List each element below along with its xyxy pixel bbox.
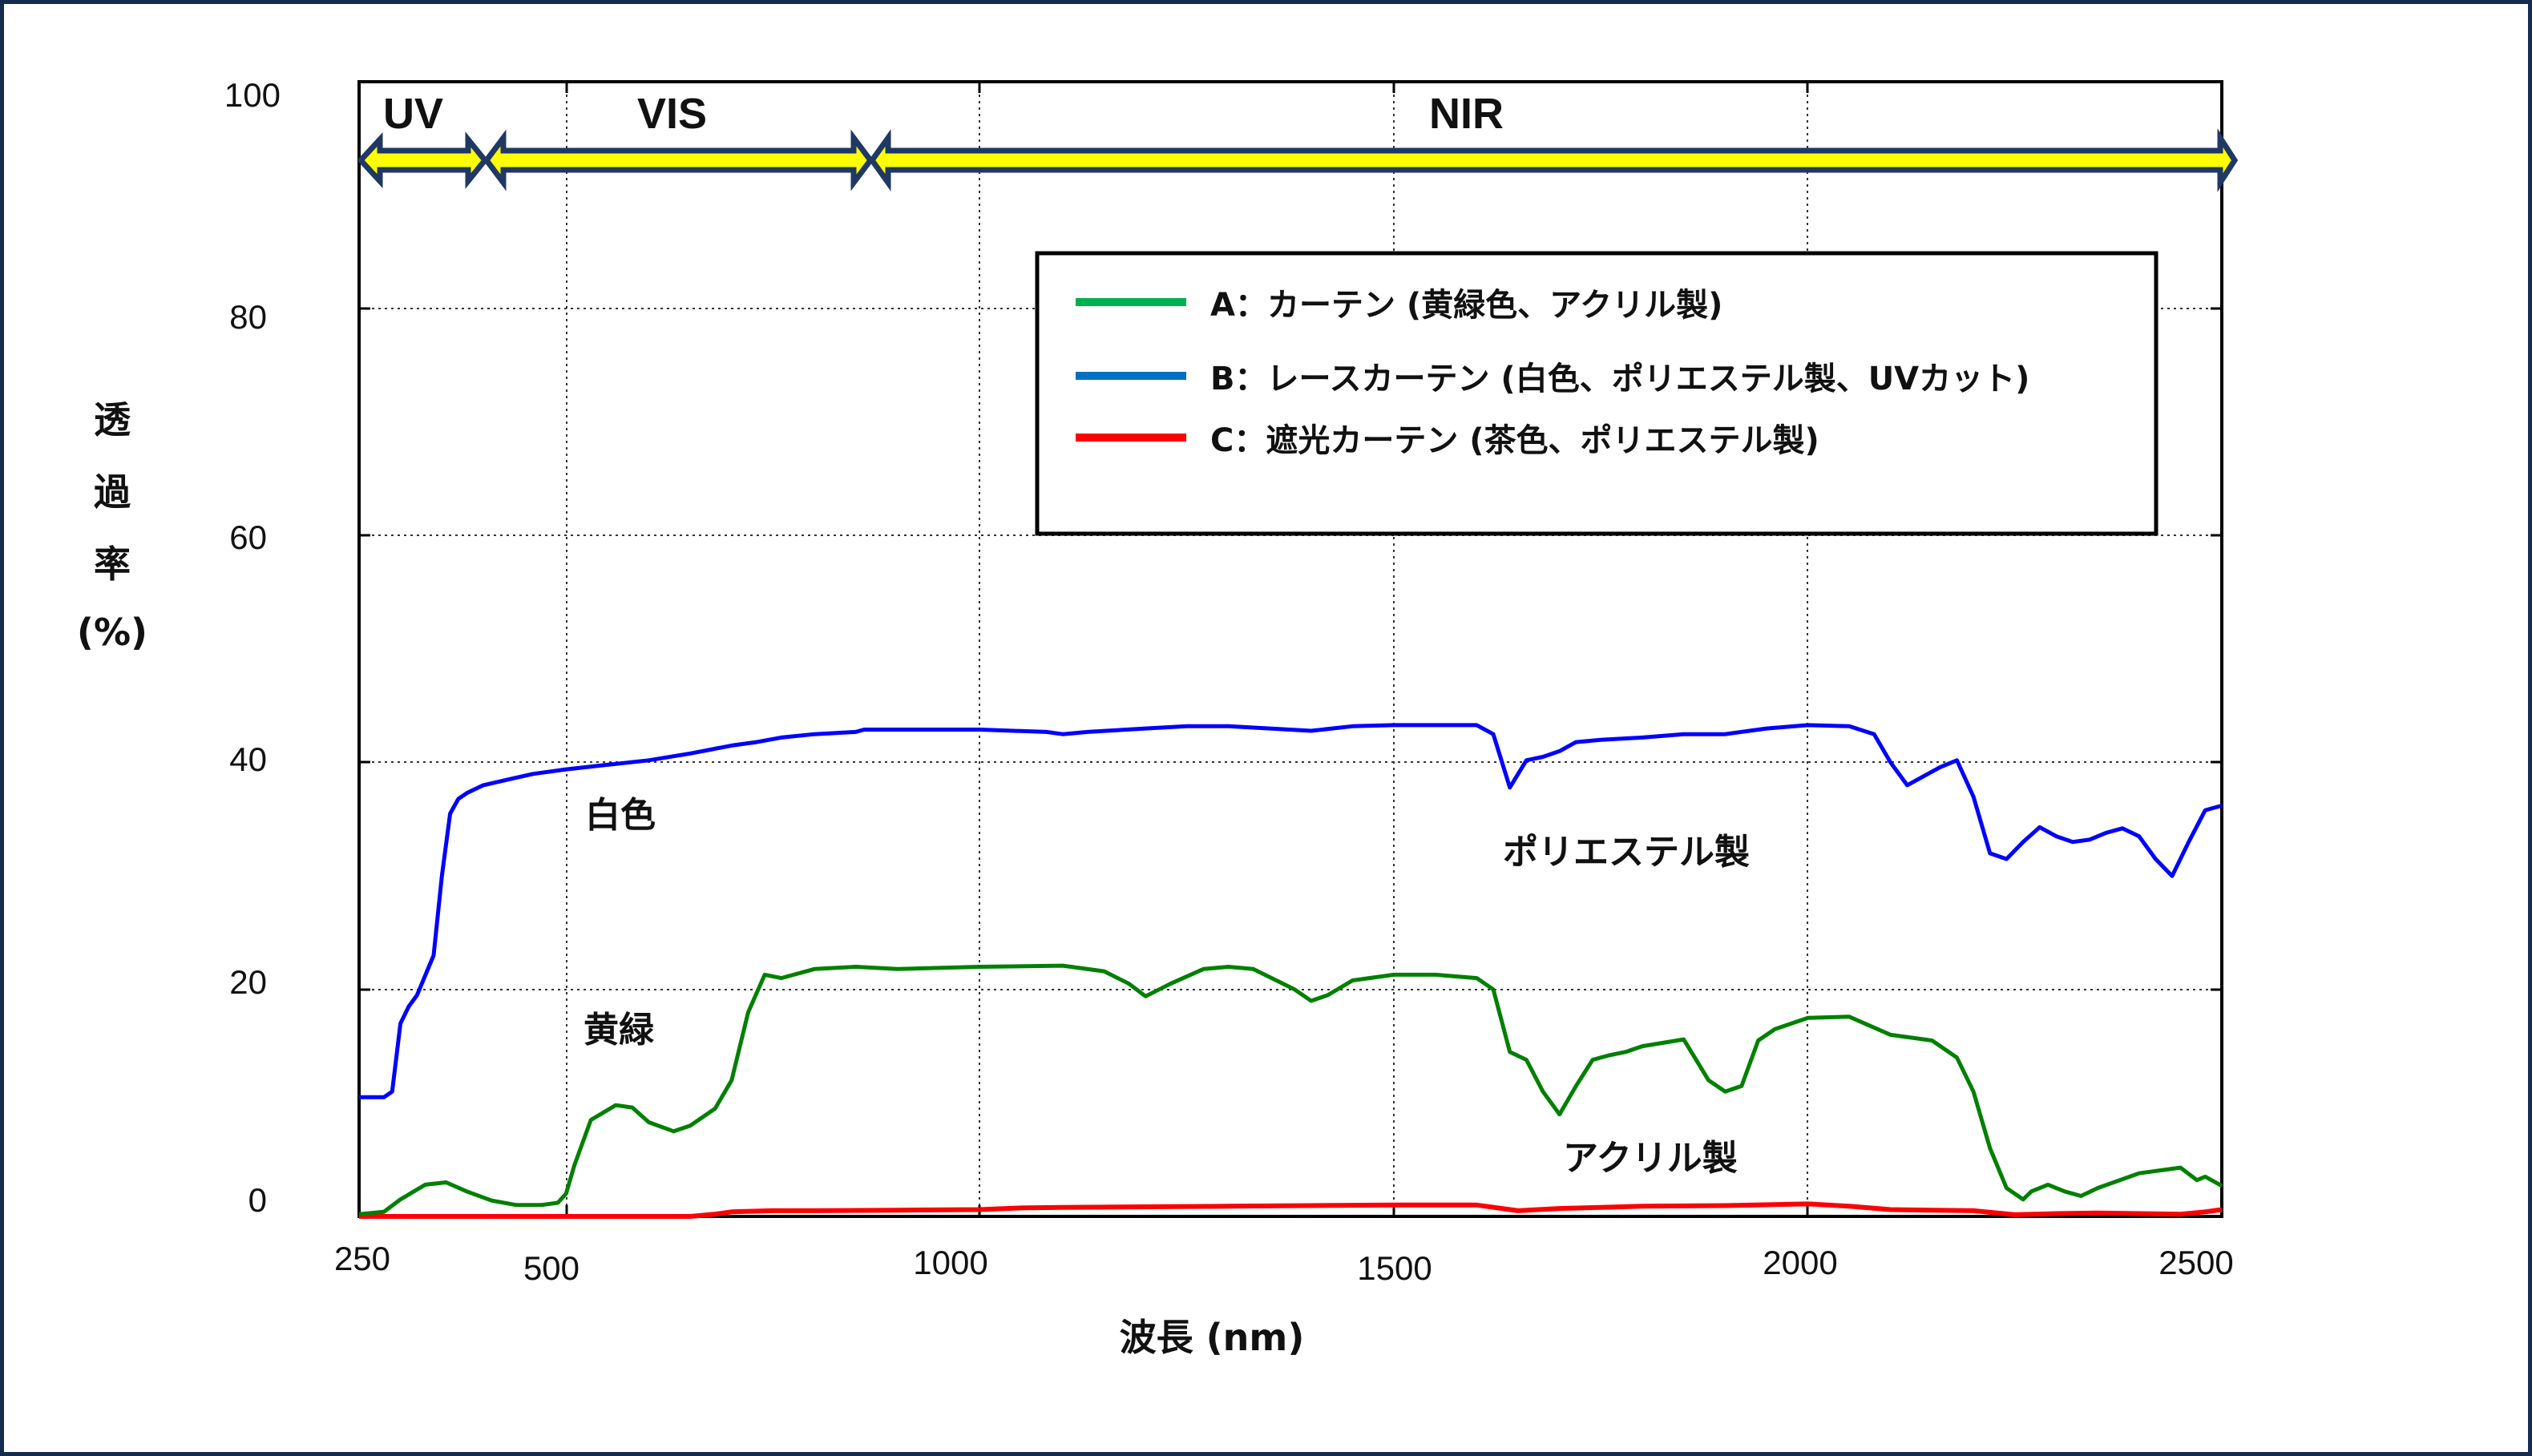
svg-text:率: 率 bbox=[94, 542, 131, 586]
legend: A：カーテン (黄緑色、アクリル製) B：レースカーテン (白色、ポリエステル製… bbox=[1035, 251, 2158, 536]
x-axis-title: 波長 (nm) bbox=[1120, 1316, 1305, 1359]
legend-swatch-c bbox=[1076, 434, 1186, 442]
legend-item-c: C：遮光カーテン (茶色、ポリエステル製) bbox=[1210, 422, 1819, 459]
uv-label: UV bbox=[383, 90, 443, 138]
series-c-blackout-curtain bbox=[359, 1201, 2223, 1219]
x-tick-labels: 250 500 1000 1500 2000 2500 bbox=[334, 1240, 2234, 1287]
spectral-region-arrows: UV VIS NIR bbox=[357, 90, 2239, 192]
svg-text:透: 透 bbox=[94, 398, 131, 442]
y-tick-80: 80 bbox=[229, 298, 267, 336]
annotation-yellow-green: 黄緑 bbox=[584, 1010, 655, 1051]
data-series bbox=[358, 723, 2223, 1219]
x-tick-2500: 2500 bbox=[2158, 1244, 2233, 1281]
vis-label: VIS bbox=[637, 90, 707, 138]
y-tick-labels: 100 80 60 40 20 0 bbox=[224, 76, 281, 1219]
x-tick-250: 250 bbox=[334, 1240, 390, 1277]
legend-item-b: B：レースカーテン (白色、ポリエステル製、UVカット) bbox=[1210, 361, 2029, 397]
x-tick-1000: 1000 bbox=[913, 1244, 987, 1281]
plot-area bbox=[357, 80, 2223, 1218]
y-tick-60: 60 bbox=[229, 518, 267, 556]
y-tick-100: 100 bbox=[224, 76, 281, 114]
vis-arrow bbox=[483, 129, 874, 192]
series-b-lace-curtain bbox=[359, 723, 2223, 1099]
legend-swatch-a bbox=[1076, 298, 1186, 306]
y-tick-20: 20 bbox=[229, 963, 267, 1001]
nir-label: NIR bbox=[1429, 90, 1504, 138]
svg-text:過: 過 bbox=[94, 470, 131, 514]
y-tick-40: 40 bbox=[229, 740, 267, 778]
y-axis-title: 透 過 率 (%) bbox=[77, 398, 147, 654]
x-tick-500: 500 bbox=[523, 1249, 579, 1287]
x-tick-2000: 2000 bbox=[1763, 1244, 1837, 1281]
legend-swatch-b bbox=[1076, 372, 1186, 380]
annotation-acrylic: アクリル製 bbox=[1563, 1138, 1738, 1179]
legend-item-a: A：カーテン (黄緑色、アクリル製) bbox=[1210, 287, 1722, 324]
svg-text:(%): (%) bbox=[77, 611, 147, 654]
y-tick-0: 0 bbox=[248, 1181, 267, 1219]
tick-marks bbox=[359, 82, 2222, 1216]
series-a-curtain bbox=[358, 963, 2223, 1216]
nir-arrow bbox=[868, 128, 2239, 192]
annotation-white: 白色 bbox=[585, 795, 656, 836]
legend-box bbox=[1035, 251, 2158, 536]
annotation-polyester: ポリエステル製 bbox=[1503, 832, 1750, 873]
x-tick-1500: 1500 bbox=[1357, 1249, 1432, 1287]
uv-arrow bbox=[357, 131, 489, 189]
